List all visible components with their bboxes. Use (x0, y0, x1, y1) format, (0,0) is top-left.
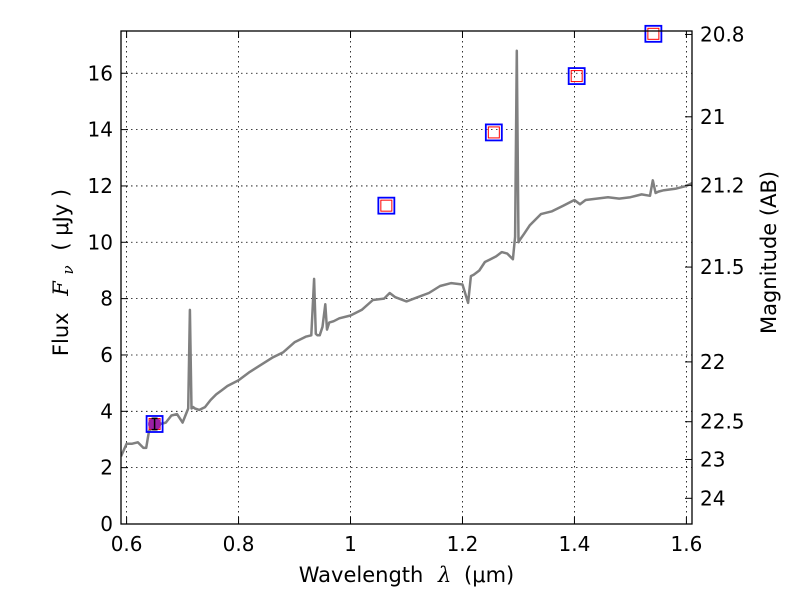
x-tick-label: 1.2 (447, 532, 479, 556)
model-square-marker (487, 126, 500, 139)
y-axis-label-text: Flux (49, 312, 73, 356)
x-tick-label: 1.6 (670, 532, 702, 556)
model-square-marker (570, 70, 583, 83)
y-axis-label-symbol: F (49, 280, 73, 297)
y-tick-label: 8 (100, 287, 113, 311)
y-tick-label: 4 (100, 399, 113, 423)
model-square-marker (647, 27, 660, 40)
y2-tick-label: 23 (700, 447, 725, 471)
y-axis: 0 2 4 6 8 10 12 14 16 (88, 61, 128, 536)
y-tick-label: 0 (100, 512, 113, 536)
y-tick-label: 2 (100, 456, 113, 480)
y2-tick-label: 21.2 (700, 173, 745, 197)
x-axis-label: Wavelength λ (μm) (299, 563, 514, 587)
photometry-square-marker (644, 24, 663, 43)
y2-tick-label: 20.8 (700, 22, 745, 46)
series-layer (121, 24, 692, 457)
y-axis-label: Flux F ν ( μJy ) (49, 189, 78, 356)
grid (121, 31, 692, 525)
spectrum-line (121, 49, 692, 457)
y-tick-label: 6 (100, 343, 113, 367)
y2-axis: 24 23 22.5 22 21.5 21.2 21 20.8 (685, 22, 745, 510)
y-tick-label: 12 (88, 174, 113, 198)
y-tick-label: 14 (88, 118, 113, 142)
x-tick-label: 1 (344, 532, 357, 556)
x-axis-label-symbol: λ (437, 563, 451, 587)
photometry-square-marker (145, 415, 164, 433)
y2-tick-label: 24 (700, 486, 725, 510)
photometry-square-marker (484, 123, 503, 142)
y-axis-label-unit: ( μJy ) (49, 189, 73, 251)
photometry-square-marker (567, 67, 586, 85)
y2-tick-label: 21.5 (700, 255, 745, 279)
x-axis: 0.6 0.8 1 1.2 1.4 1.6 (111, 31, 702, 556)
y2-tick-label: 22 (700, 350, 725, 374)
x-axis-label-text: Wavelength (299, 563, 424, 587)
y-tick-label: 10 (88, 230, 113, 254)
y-axis-label-subscript: ν (59, 265, 77, 274)
y2-tick-label: 22.5 (700, 410, 745, 434)
plot-frame (120, 30, 693, 525)
x-tick-label: 0.6 (111, 532, 143, 556)
y2-axis-label: Magnitude (AB) (757, 171, 781, 334)
y-tick-label: 16 (88, 61, 113, 85)
y2-tick-label: 21 (700, 105, 725, 129)
x-axis-label-unit: (μm) (464, 563, 514, 587)
model-square-marker (380, 199, 393, 212)
photometry-square-marker (377, 196, 396, 215)
x-tick-label: 0.8 (223, 532, 255, 556)
x-tick-label: 1.4 (559, 532, 591, 556)
